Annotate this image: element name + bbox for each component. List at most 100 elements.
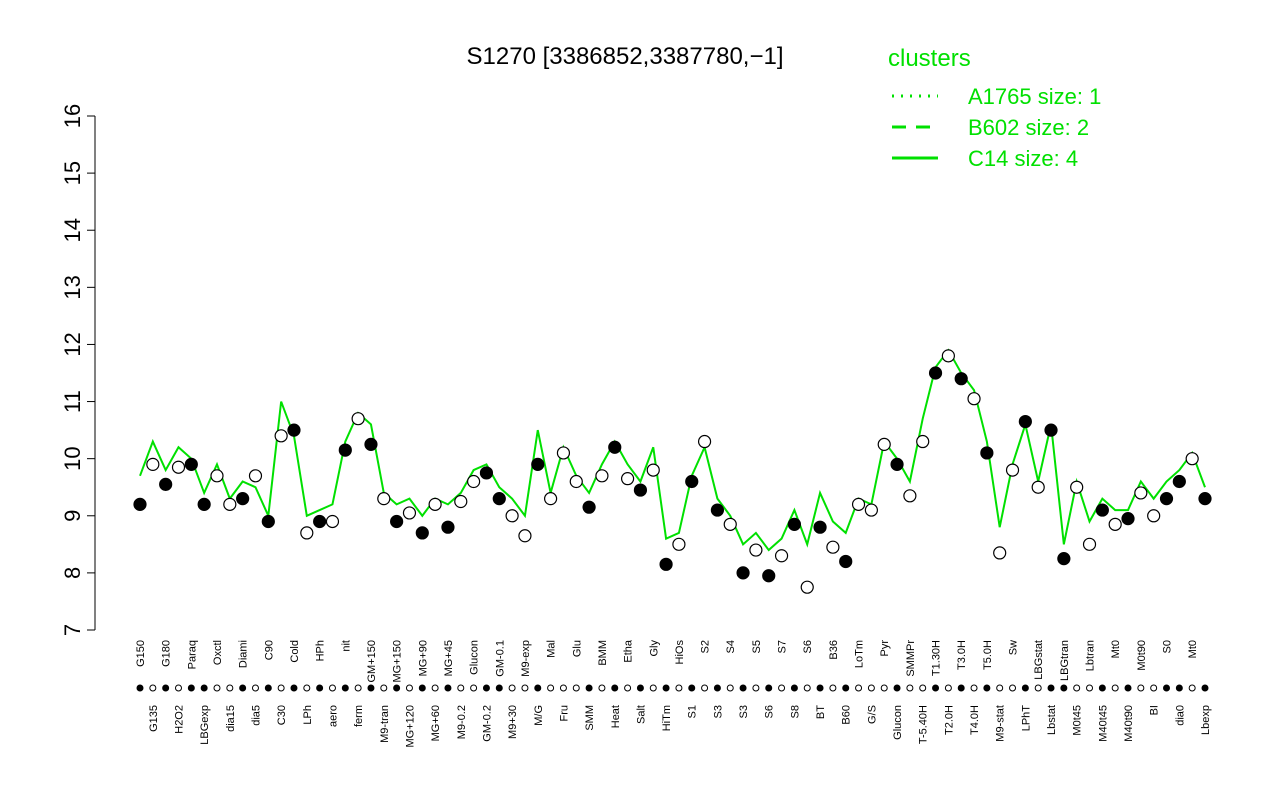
x-tick-label: G150 <box>135 640 147 667</box>
x-tick-label: T2.0H <box>943 705 955 735</box>
point <box>1159 492 1174 506</box>
x-marker <box>880 684 888 692</box>
x-tick-label: M0t45 <box>1072 705 1084 736</box>
x-tick-label: SMMPr <box>905 640 917 677</box>
x-marker <box>624 684 632 692</box>
y-tick-label: 8 <box>60 567 85 579</box>
y-tick-label: 7 <box>60 624 85 636</box>
x-tick-label: MG+45 <box>443 640 455 676</box>
x-tick-label: Mt0 <box>1187 640 1199 658</box>
x-marker <box>1175 684 1183 692</box>
x-tick-label: BT <box>815 705 827 719</box>
point <box>171 460 186 474</box>
x-marker <box>200 684 208 692</box>
x-tick-label: LBGstat <box>1033 640 1045 680</box>
x-marker <box>418 684 426 692</box>
x-marker <box>226 684 234 692</box>
x-tick-label: LPhT <box>1020 705 1032 732</box>
point <box>313 514 327 529</box>
x-marker <box>354 684 362 692</box>
point <box>774 549 789 563</box>
x-tick-label: MG+120 <box>404 705 416 748</box>
x-tick-label: M40t45 <box>1097 705 1109 742</box>
x-tick-label: Glucon <box>469 640 481 675</box>
point <box>595 469 609 483</box>
x-tick-label: S4 <box>725 640 737 653</box>
x-tick-label: ferm <box>353 705 365 727</box>
x-tick-label: Sw <box>1008 640 1020 655</box>
x-marker <box>842 684 850 692</box>
x-tick-label: GM-0.2 <box>481 705 493 742</box>
point <box>890 457 904 471</box>
x-marker <box>303 684 311 692</box>
point <box>710 503 725 517</box>
point <box>659 557 673 571</box>
point <box>159 477 173 491</box>
x-tick-label: S6 <box>802 640 814 653</box>
x-tick-label: T5.0H <box>982 640 994 670</box>
x-tick-label: Fru <box>558 705 570 722</box>
point <box>402 506 417 520</box>
x-marker <box>1073 684 1081 692</box>
x-marker <box>559 684 567 692</box>
x-tick-label: nit <box>340 640 352 652</box>
x-tick-label: M/G <box>533 705 545 726</box>
x-tick-label: S1 <box>687 705 699 718</box>
x-tick-label: GM-0.1 <box>494 640 506 677</box>
x-tick-label: T-5.40H <box>918 705 930 744</box>
x-marker <box>636 684 644 692</box>
x-marker <box>598 684 606 692</box>
legend-label: B602 size: 2 <box>968 115 1089 140</box>
x-tick-label: S0 <box>1162 640 1174 653</box>
point <box>1031 480 1045 494</box>
x-marker <box>893 684 901 692</box>
x-marker <box>1188 684 1196 692</box>
x-tick-label: S3 <box>712 705 724 718</box>
point <box>210 469 224 483</box>
x-marker <box>187 684 195 692</box>
series-line <box>139 348 1206 552</box>
x-tick-label: Paraq <box>186 640 198 669</box>
x-marker <box>1201 684 1209 692</box>
x-tick-label: Diami <box>238 640 250 668</box>
x-marker <box>765 684 773 692</box>
x-marker <box>957 684 965 692</box>
x-marker <box>701 684 709 692</box>
point <box>1134 486 1148 500</box>
x-marker <box>290 684 298 692</box>
x-marker <box>675 684 683 692</box>
x-tick-label: Lbtran <box>1085 640 1097 671</box>
point <box>544 492 558 506</box>
x-tick-label: M0t90 <box>1136 640 1148 671</box>
x-tick-label: Mt0 <box>1110 640 1122 658</box>
point <box>223 497 237 511</box>
point <box>864 503 878 517</box>
point <box>325 514 340 529</box>
x-marker <box>1163 684 1171 692</box>
point <box>1057 552 1071 566</box>
point <box>351 412 365 426</box>
x-tick-label: S3 <box>738 705 750 718</box>
x-marker <box>547 684 555 692</box>
point <box>505 509 519 523</box>
x-marker <box>932 684 940 692</box>
legend-title: clusters <box>888 45 971 72</box>
point <box>646 463 660 477</box>
x-marker <box>752 684 760 692</box>
x-tick-label: Mal <box>546 640 558 658</box>
x-tick-label: MG+90 <box>417 640 429 676</box>
point <box>620 472 635 486</box>
x-tick-label: BMM <box>597 640 609 666</box>
point <box>800 580 814 594</box>
x-marker <box>970 684 978 692</box>
x-tick-label: Lbexp <box>1200 705 1212 735</box>
point <box>1070 480 1084 494</box>
point <box>762 569 776 583</box>
point <box>133 497 147 511</box>
x-marker <box>713 684 721 692</box>
x-marker <box>778 684 786 692</box>
point <box>839 554 853 569</box>
point <box>736 566 750 580</box>
x-marker <box>1086 684 1094 692</box>
